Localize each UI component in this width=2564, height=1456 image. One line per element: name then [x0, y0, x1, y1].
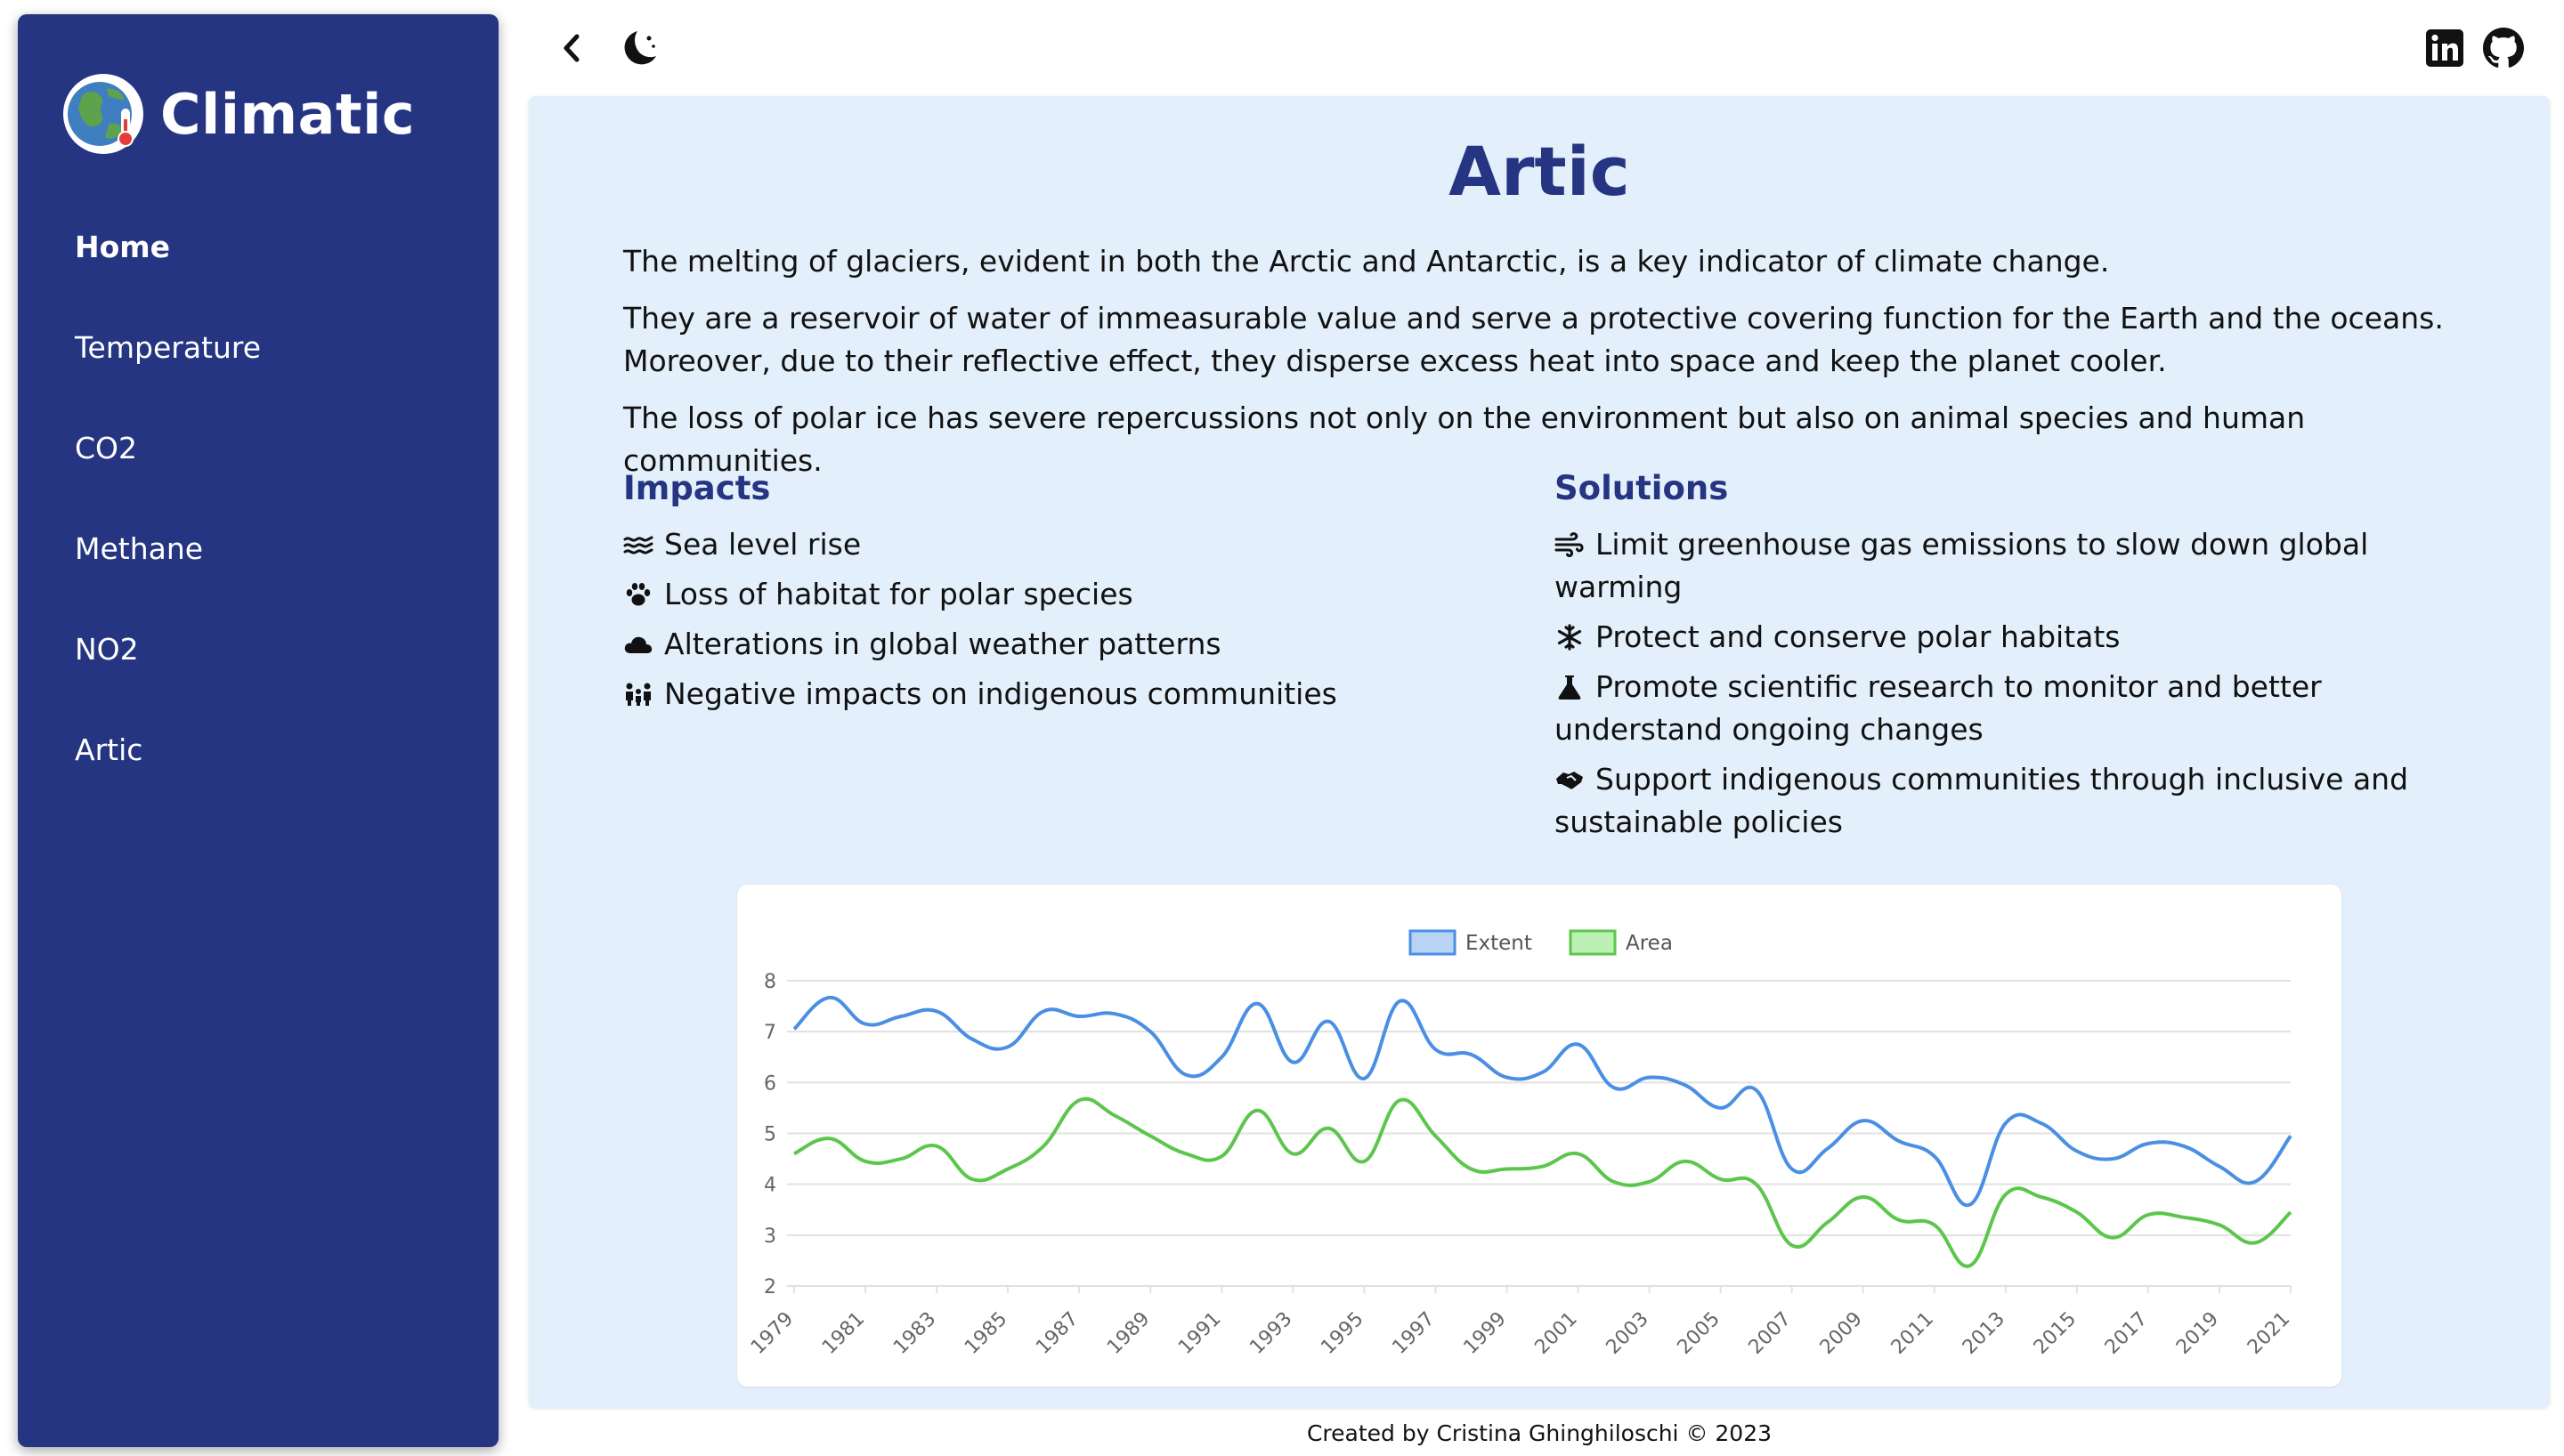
y-tick-label: 8 — [764, 971, 776, 993]
impact-text: Sea level rise — [664, 527, 862, 562]
page-title: Artic — [1448, 132, 1630, 211]
impact-text: Negative impacts on indigenous communiti… — [664, 676, 1337, 711]
collapse-sidebar-button[interactable] — [550, 27, 593, 69]
x-tick-label: 2013 — [1959, 1308, 2009, 1359]
list-item: Limit greenhouse gas emissions to slow d… — [1554, 523, 2471, 609]
impacts-heading: Impacts — [623, 469, 771, 507]
impacts-section: Impacts Sea level rise Loss of habitat f… — [623, 466, 1513, 723]
sidebar-item-temperature[interactable]: Temperature — [75, 330, 262, 365]
people-icon — [626, 683, 651, 706]
chart-svg: 2 3 4 5 6 7 8 1979 1981 1983 1985 1987 1989 1991 1993 1… — [747, 929, 2294, 1359]
list-item: Negative impacts on indigenous communiti… — [623, 673, 1513, 716]
x-tick-label: 1995 — [1317, 1308, 1367, 1359]
intro-paragraph: The melting of glaciers, evident in both… — [623, 244, 2110, 279]
impact-text: Alterations in global weather patterns — [664, 627, 1221, 661]
dark-mode-toggle[interactable] — [618, 27, 661, 69]
impact-text: Loss of habitat for polar species — [664, 577, 1133, 611]
brand[interactable]: Climatic — [62, 59, 415, 169]
sidebar-item-methane[interactable]: Methane — [75, 531, 204, 566]
x-tick-label: 1983 — [889, 1308, 940, 1359]
y-tick-label: 7 — [764, 1022, 776, 1044]
cloud-icon — [624, 636, 653, 653]
flask-icon — [1558, 675, 1581, 700]
solutions-section: Solutions Limit greenhouse gas emissions… — [1554, 466, 2471, 851]
intro-paragraph: They are a reservoir of water of immeasu… — [623, 301, 2444, 378]
intro-text: The melting of glaciers, evident in both… — [623, 240, 2475, 497]
solution-text: Limit greenhouse gas emissions to slow d… — [1554, 527, 2369, 604]
list-item: Support indigenous communities through i… — [1554, 758, 2471, 844]
topbar-right — [2423, 23, 2525, 73]
x-tick-label: 2011 — [1887, 1308, 1938, 1359]
solution-text: Support indigenous communities through i… — [1554, 762, 2409, 839]
sidebar-item-co2[interactable]: CO2 — [75, 431, 138, 465]
x-tick-label: 2007 — [1745, 1308, 1796, 1359]
solution-text: Protect and conserve polar habitats — [1595, 619, 2121, 654]
brand-name: Climatic — [160, 81, 416, 147]
x-tick-label: 1985 — [961, 1308, 1011, 1359]
sidebar-nav: Home Temperature CO2 Methane NO2 Artic — [75, 222, 261, 826]
x-tick-label: 1997 — [1388, 1308, 1439, 1359]
x-tick-label: 2001 — [1530, 1308, 1581, 1359]
sidebar-item-no2[interactable]: NO2 — [75, 632, 139, 667]
wind-icon — [1554, 532, 1584, 558]
sidebar: Climatic Home Temperature CO2 Methane NO… — [18, 14, 499, 1447]
sidebar-item-home[interactable]: Home — [75, 230, 171, 264]
x-tick-label: 1999 — [1459, 1308, 1510, 1359]
handshake-icon — [1556, 772, 1583, 789]
intro-paragraph: The loss of polar ice has severe repercu… — [623, 400, 2306, 478]
x-tick-label: 2017 — [2101, 1308, 2152, 1359]
x-tick-label: 2003 — [1602, 1308, 1653, 1359]
x-tick-label: 1979 — [747, 1308, 798, 1359]
x-tick-label: 2015 — [2030, 1308, 2081, 1359]
impacts-list: Sea level rise Loss of habitat for polar… — [623, 523, 1513, 716]
sea-ice-chart: 2 3 4 5 6 7 8 1979 1981 1983 1985 1987 1989 1991 1993 1… — [737, 885, 2341, 1387]
chevron-left-icon — [564, 34, 580, 62]
snowflake-icon — [1557, 624, 1582, 651]
globe-thermometer-icon — [63, 74, 143, 154]
topbar-left — [550, 23, 661, 73]
github-link[interactable] — [2482, 27, 2525, 69]
series-line-extent — [792, 995, 2292, 1208]
x-tick-label: 2005 — [1674, 1308, 1724, 1359]
linkedin-link[interactable] — [2423, 27, 2466, 69]
x-tick-label: 1993 — [1245, 1308, 1296, 1359]
x-tick-label: 2021 — [2244, 1308, 2294, 1359]
x-tick-label: 2009 — [1816, 1308, 1867, 1359]
x-tick-label: 1981 — [818, 1308, 869, 1359]
series-line-area — [793, 1096, 2292, 1268]
github-icon — [2483, 28, 2524, 68]
legend-label-extent: Extent — [1465, 932, 1532, 955]
water-waves-icon — [623, 536, 653, 554]
moon-icon — [624, 31, 656, 65]
legend-label-area: Area — [1626, 932, 1673, 955]
y-tick-label: 5 — [764, 1124, 776, 1146]
list-item: Protect and conserve polar habitats — [1554, 616, 2471, 659]
x-tick-label: 2019 — [2172, 1308, 2223, 1359]
solutions-heading: Solutions — [1554, 469, 1729, 507]
list-item: Sea level rise — [623, 523, 1513, 566]
legend-swatch-area — [1569, 929, 1617, 956]
main-panel: Artic The melting of glaciers, evident i… — [529, 96, 2550, 1408]
x-tick-label: 1987 — [1032, 1308, 1083, 1359]
sidebar-item-artic[interactable]: Artic — [75, 732, 143, 767]
y-tick-label: 2 — [764, 1276, 776, 1298]
list-item: Loss of habitat for polar species — [623, 573, 1513, 616]
paw-icon — [626, 583, 651, 606]
solution-text: Promote scientific research to monitor a… — [1554, 669, 2322, 747]
linkedin-icon — [2426, 29, 2463, 67]
x-tick-label: 1989 — [1103, 1308, 1154, 1359]
legend-swatch-extent — [1408, 929, 1456, 956]
footer: Created by Cristina Ghinghiloschi © 2023 — [1306, 1420, 1773, 1446]
list-item: Promote scientific research to monitor a… — [1554, 666, 2471, 751]
list-item: Alterations in global weather patterns — [623, 623, 1513, 666]
y-tick-label: 6 — [764, 1072, 776, 1095]
y-tick-label: 3 — [764, 1225, 776, 1248]
x-tick-label: 1991 — [1174, 1308, 1225, 1359]
y-tick-label: 4 — [764, 1175, 776, 1197]
solutions-list: Limit greenhouse gas emissions to slow d… — [1554, 523, 2471, 844]
